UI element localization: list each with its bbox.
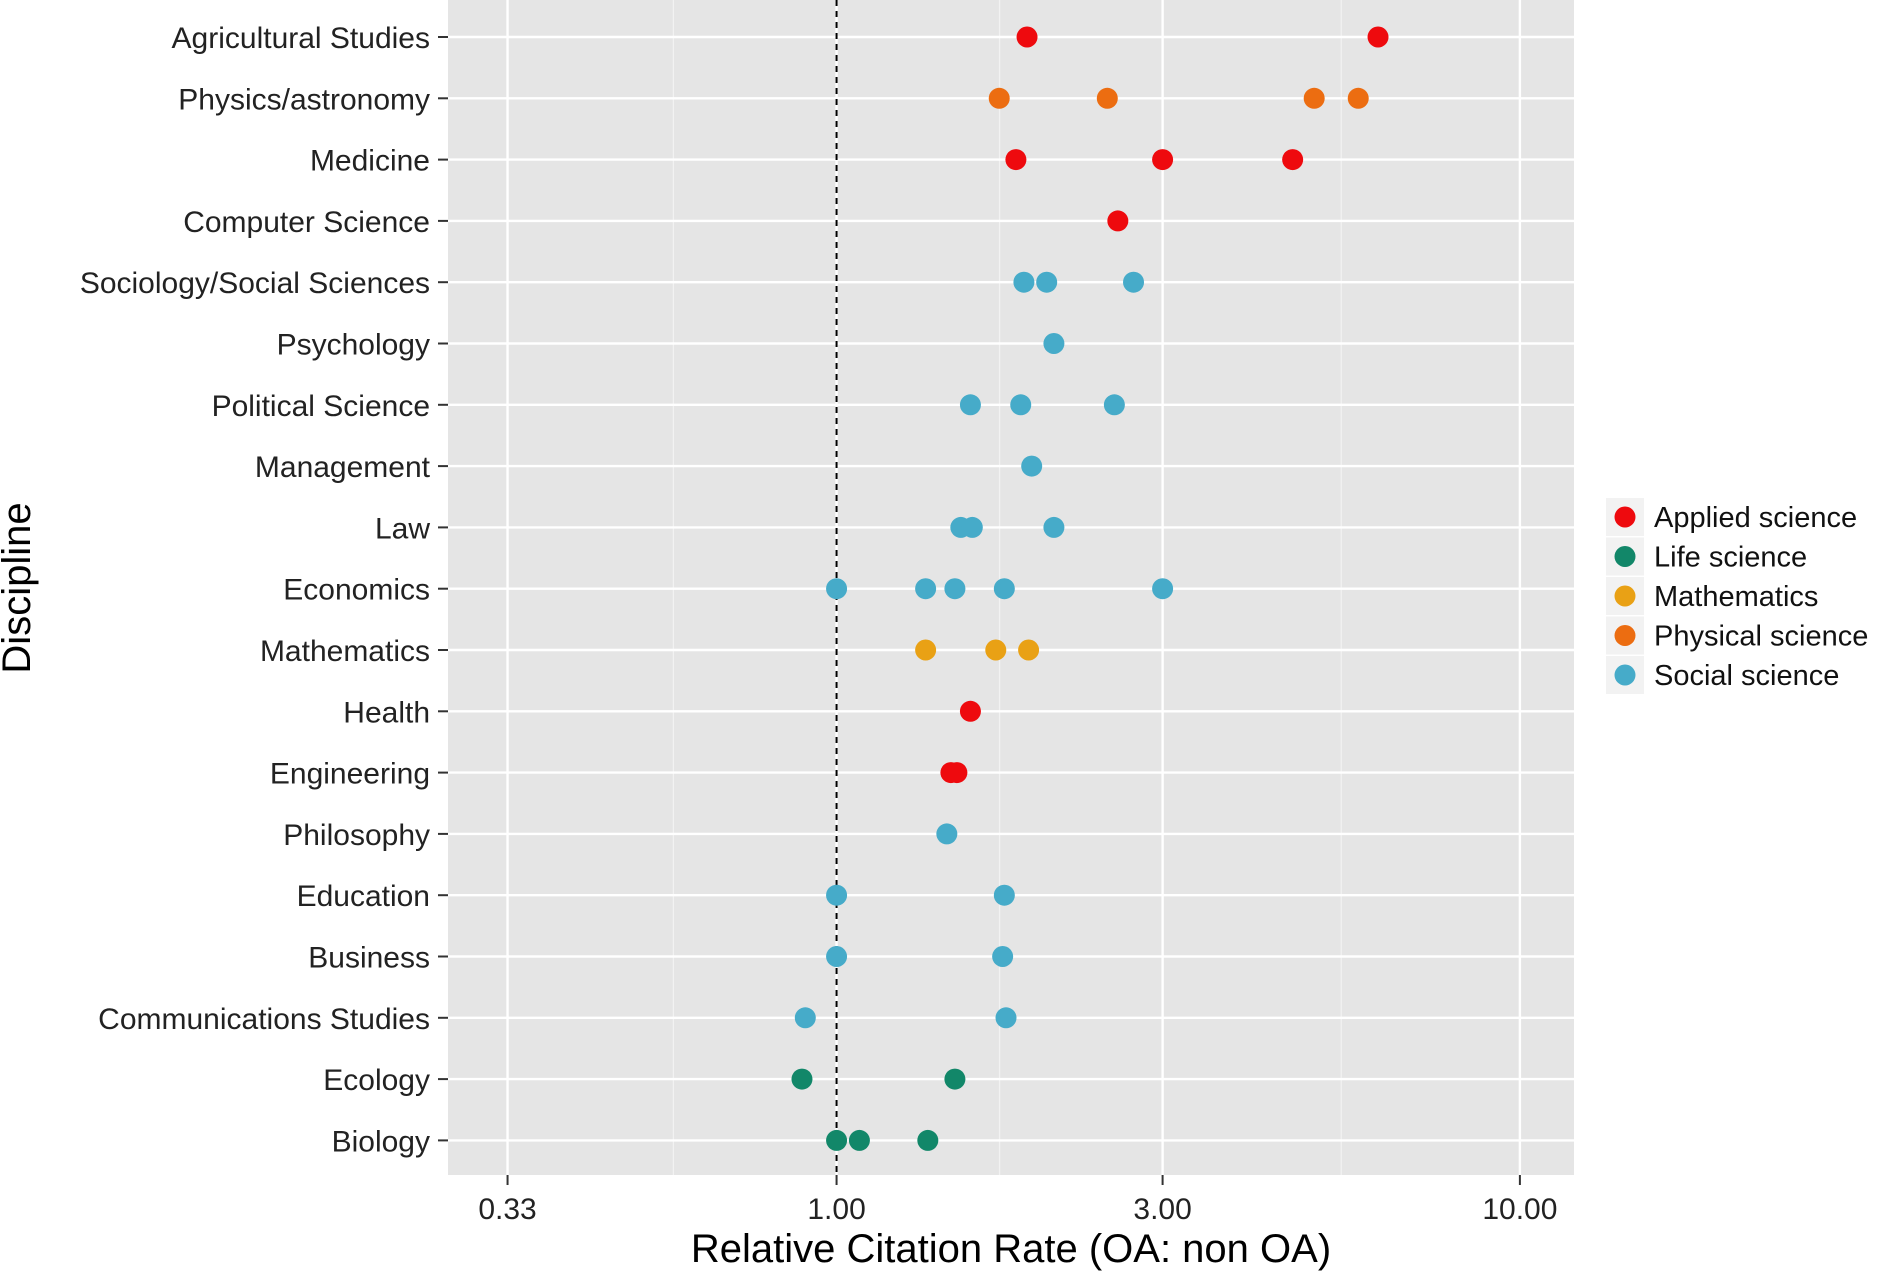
point-applied-science [1282, 149, 1304, 171]
point-social-science [995, 1007, 1017, 1029]
x-tick-label: 0.33 [478, 1193, 536, 1226]
y-tick-label-economics: Economics [283, 574, 430, 607]
y-tick-label-agricultural-studies: Agricultural Studies [172, 22, 430, 55]
y-tick-label-philosophy: Philosophy [283, 819, 430, 852]
point-physical-science [988, 87, 1010, 109]
point-social-science [1043, 516, 1065, 538]
y-tick-label-medicine: Medicine [310, 145, 430, 178]
point-life-science [826, 1129, 848, 1151]
point-social-science [1036, 271, 1058, 293]
legend-label-mathematics: Mathematics [1654, 581, 1818, 613]
point-life-science [791, 1068, 813, 1090]
y-tick-label-communications-studies: Communications Studies [98, 1003, 430, 1036]
x-tick-label: 1.00 [807, 1193, 865, 1226]
data-points [791, 26, 1389, 1151]
point-life-science [848, 1129, 870, 1151]
point-physical-science [1303, 87, 1325, 109]
point-social-science [826, 946, 848, 967]
point-life-science [944, 1068, 966, 1090]
point-social-science [936, 823, 958, 845]
point-social-science [1123, 271, 1145, 293]
y-tick-label-engineering: Engineering [270, 758, 430, 791]
legend-label-social-science: Social science [1654, 660, 1839, 692]
point-social-science [959, 394, 981, 416]
point-mathematics [985, 639, 1007, 661]
point-mathematics [915, 639, 937, 661]
point-social-science [1010, 394, 1032, 416]
point-social-science [1103, 394, 1125, 416]
point-applied-science [1016, 26, 1038, 48]
y-tick-label-ecology: Ecology [323, 1064, 430, 1097]
y-tick-label-health: Health [343, 696, 430, 729]
point-social-science [993, 884, 1015, 906]
x-tick-label: 10.00 [1482, 1193, 1557, 1226]
point-applied-science [1005, 149, 1027, 171]
point-social-science [1013, 271, 1035, 293]
legend-key-mathematics [1614, 585, 1636, 607]
y-tick-label-mathematics: Mathematics [260, 635, 430, 668]
y-tick-label-business: Business [308, 942, 430, 975]
point-social-science [992, 946, 1014, 967]
x-axis-title: Relative Citation Rate (OA: non OA) [691, 1227, 1331, 1271]
y-axis-title: Discipline [0, 502, 39, 673]
legend-key-applied-science [1614, 506, 1636, 528]
legend-label-physical-science: Physical science [1654, 621, 1868, 653]
x-axis: 0.33 1.00 3.00 10.00 [478, 1175, 1557, 1226]
y-tick-label-political-science: Political Science [212, 390, 430, 423]
point-physical-science [1096, 87, 1118, 109]
x-tick-label: 3.00 [1133, 1193, 1191, 1226]
y-tick-label-psychology: Psychology [277, 329, 430, 362]
point-applied-science [959, 700, 981, 722]
point-social-science [1021, 455, 1043, 477]
point-social-science [915, 578, 937, 600]
point-applied-science [1152, 149, 1174, 171]
point-social-science [944, 578, 966, 600]
point-applied-science [1107, 210, 1129, 232]
point-physical-science [1347, 87, 1369, 109]
y-tick-label-computer-science: Computer Science [183, 206, 430, 239]
y-tick-label-law: Law [375, 512, 430, 545]
point-social-science [826, 884, 848, 906]
legend-label-applied-science: Applied science [1654, 502, 1857, 534]
y-tick-label-management: Management [255, 451, 431, 484]
point-social-science [993, 578, 1015, 600]
legend-key-life-science [1614, 546, 1636, 567]
point-applied-science [1367, 26, 1389, 48]
point-social-science [794, 1007, 816, 1029]
point-applied-science [946, 762, 968, 784]
y-tick-label-physics-astronomy: Physics/astronomy [178, 83, 430, 116]
legend: Applied science Life science Mathematics Ph… [1606, 498, 1868, 694]
legend-key-social-science [1614, 664, 1636, 686]
point-life-science [917, 1129, 939, 1151]
point-social-science [1152, 578, 1174, 600]
legend-key-physical-science [1614, 625, 1636, 646]
y-axis: Agricultural Studies Physics/astronomy Med… [80, 22, 448, 1158]
y-tick-label-education: Education [297, 880, 430, 913]
point-mathematics [1018, 639, 1040, 661]
y-tick-label-biology: Biology [332, 1125, 430, 1158]
point-social-science [826, 578, 848, 600]
legend-label-life-science: Life science [1654, 542, 1807, 574]
y-tick-label-sociology-social-sciences: Sociology/Social Sciences [80, 267, 430, 300]
point-social-science [961, 516, 983, 538]
point-social-science [1043, 333, 1065, 354]
